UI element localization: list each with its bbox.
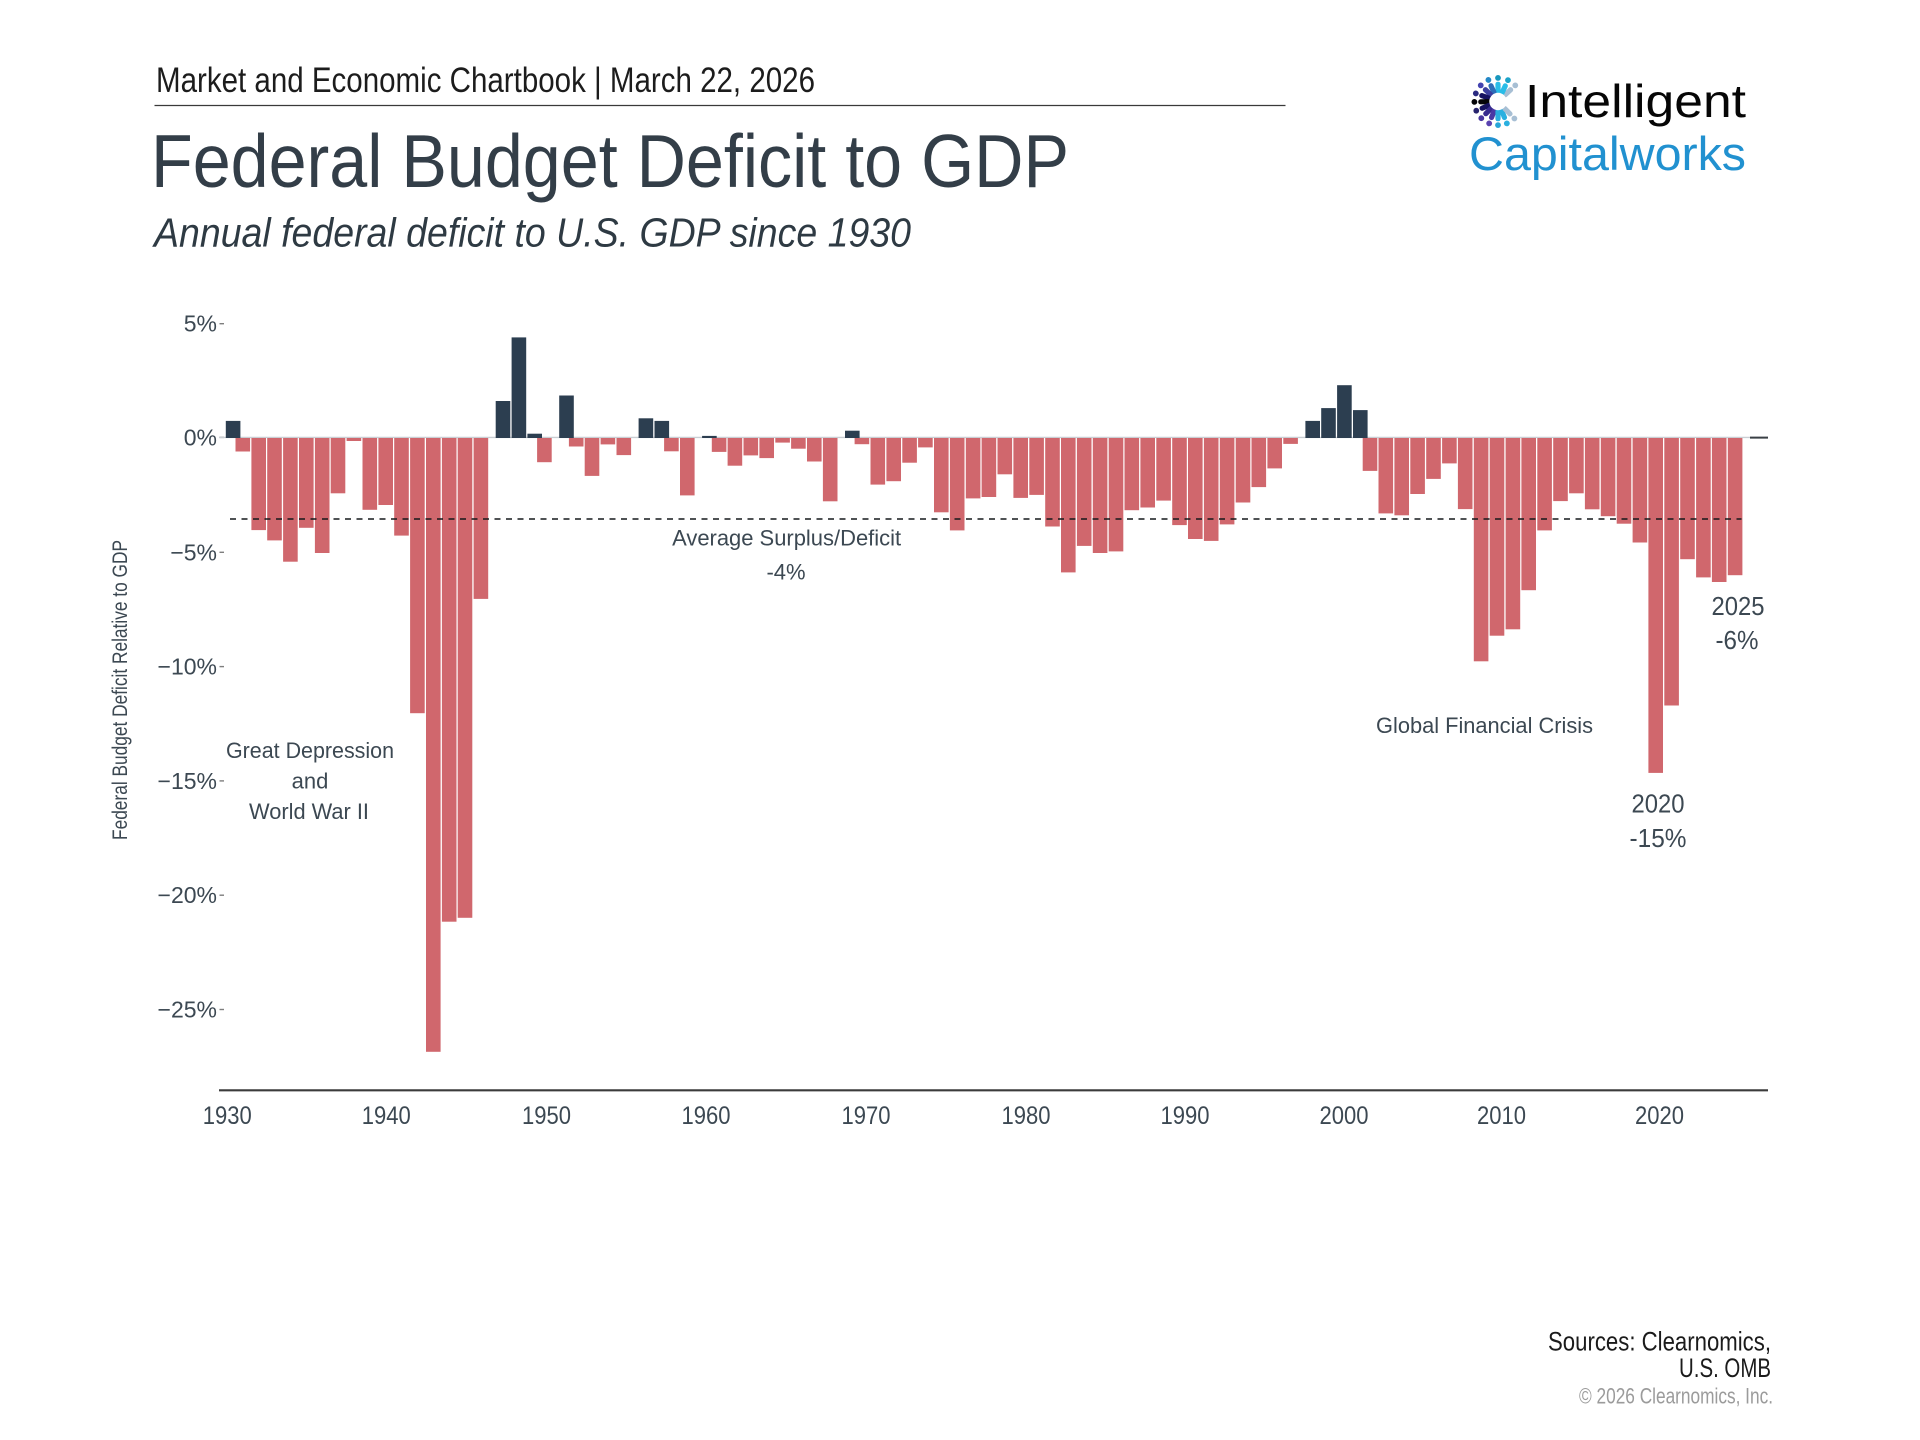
svg-text:2020: 2020 <box>1635 1102 1684 1130</box>
svg-text:World War II: World War II <box>249 799 369 824</box>
svg-text:−5%: −5% <box>170 539 217 565</box>
svg-text:−10%: −10% <box>158 654 217 680</box>
svg-text:© 2026 Clearnomics, Inc.: © 2026 Clearnomics, Inc. <box>1579 1384 1773 1409</box>
svg-text:and: and <box>292 769 329 794</box>
svg-text:5%: 5% <box>184 311 217 337</box>
svg-text:-6%: -6% <box>1716 625 1759 655</box>
svg-text:Annual federal deficit to U.S.: Annual federal deficit to U.S. GDP since… <box>151 210 911 256</box>
svg-text:2025: 2025 <box>1712 591 1765 621</box>
svg-text:Federal Budget Deficit to GDP: Federal Budget Deficit to GDP <box>151 119 1069 203</box>
svg-text:1960: 1960 <box>682 1102 731 1130</box>
svg-text:0%: 0% <box>184 424 217 450</box>
svg-text:1940: 1940 <box>362 1102 411 1130</box>
svg-text:2010: 2010 <box>1477 1102 1526 1130</box>
svg-text:Capitalworks: Capitalworks <box>1469 127 1746 180</box>
svg-text:Federal Budget Deficit Relativ: Federal Budget Deficit Relative to GDP <box>109 540 132 840</box>
svg-text:−20%: −20% <box>158 882 217 908</box>
svg-text:-15%: -15% <box>1630 823 1687 853</box>
svg-text:−25%: −25% <box>158 997 217 1023</box>
svg-text:1930: 1930 <box>203 1102 252 1130</box>
svg-text:Market and Economic Chartbook: Market and Economic Chartbook | March 22… <box>156 61 815 100</box>
svg-text:2000: 2000 <box>1320 1102 1369 1130</box>
svg-text:−15%: −15% <box>158 768 217 794</box>
svg-text:Great Depression: Great Depression <box>226 738 394 763</box>
svg-text:1970: 1970 <box>842 1102 891 1130</box>
svg-text:Global Financial Crisis: Global Financial Crisis <box>1376 713 1593 738</box>
svg-text:1980: 1980 <box>1002 1102 1051 1130</box>
svg-text:Average Surplus/Deficit: Average Surplus/Deficit <box>672 526 901 551</box>
svg-text:1950: 1950 <box>522 1102 571 1130</box>
svg-text:1990: 1990 <box>1161 1102 1210 1130</box>
svg-text:2020: 2020 <box>1632 789 1685 819</box>
svg-text:Intelligent: Intelligent <box>1525 75 1746 127</box>
svg-text:Sources: Clearnomics,: Sources: Clearnomics, <box>1548 1326 1771 1356</box>
svg-text:U.S. OMB: U.S. OMB <box>1679 1353 1771 1383</box>
svg-text:-4%: -4% <box>766 560 805 585</box>
